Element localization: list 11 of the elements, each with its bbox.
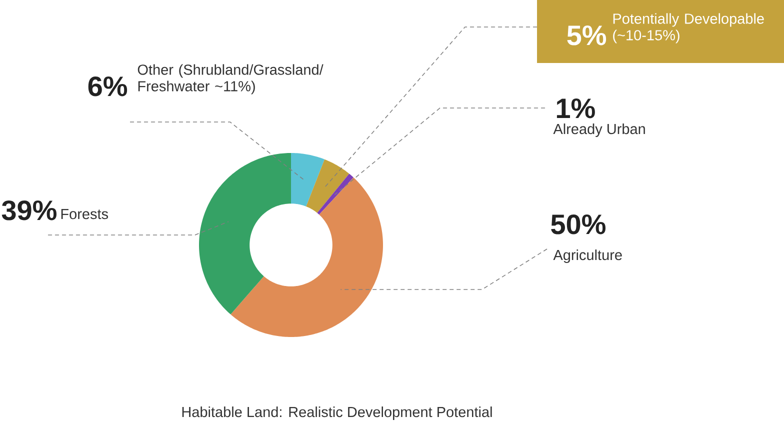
data-label: 5% bbox=[567, 26, 606, 46]
text: Habitable Land: Realistic Development Potential bbox=[182, 406, 492, 420]
data-label: 50% bbox=[551, 214, 606, 234]
slice-label: Already Urban bbox=[553, 123, 645, 138]
data-label: 6% bbox=[88, 76, 128, 96]
slice-label: Potentially Developable (~10-15%) bbox=[613, 13, 764, 44]
slice-label: Agriculture bbox=[553, 249, 622, 264]
slice-label: Forests bbox=[61, 209, 108, 220]
data-label: 1% bbox=[556, 98, 595, 118]
data-label: 39% bbox=[2, 200, 56, 220]
slice-label: Other (Shrubland/Grassland/Freshwater ~11%) bbox=[138, 64, 324, 94]
